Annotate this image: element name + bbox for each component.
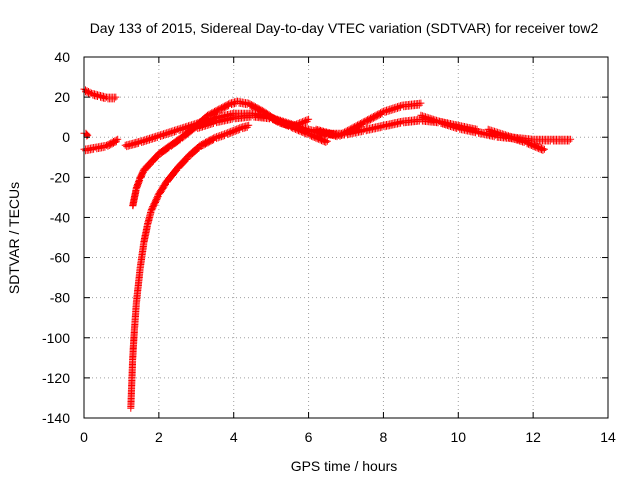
y-tick-label: -80	[50, 290, 70, 306]
y-tick-label: 20	[54, 89, 70, 105]
series-track-2	[80, 129, 92, 140]
x-tick-label: 4	[230, 429, 238, 445]
y-tick-label: 0	[62, 129, 70, 145]
series-track-6	[127, 121, 253, 412]
x-axis-label: GPS time / hours	[291, 458, 398, 474]
x-tick-label: 12	[525, 429, 541, 445]
series-track-10	[484, 125, 548, 154]
axis-ticks: 0 2 4 6 8 10 12 14 -140 -120 -100 -80 -60 -40 -20 0 20 40	[42, 49, 616, 445]
y-tick-label: -120	[42, 370, 70, 386]
data-points	[80, 85, 575, 412]
data-point-markers	[80, 85, 120, 103]
x-tick-label: 8	[380, 429, 388, 445]
x-tick-label: 0	[80, 429, 88, 445]
y-tick-label: -100	[42, 330, 70, 346]
grid-lines	[84, 57, 608, 418]
series-track-9	[417, 111, 575, 145]
plot-frame	[83, 56, 609, 419]
y-tick-label: -40	[50, 209, 70, 225]
y-axis-label: SDTVAR / TECUs	[6, 182, 22, 294]
y-tick-label: -60	[50, 250, 70, 266]
series-track-1	[80, 85, 120, 103]
series-track-8	[312, 99, 425, 141]
data-point-markers	[80, 129, 92, 140]
data-point-markers	[417, 111, 575, 145]
x-tick-label: 2	[155, 429, 163, 445]
x-tick-label: 14	[600, 429, 616, 445]
chart-title: Day 133 of 2015, Sidereal Day-to-day VTE…	[90, 20, 599, 36]
data-point-markers	[127, 121, 253, 412]
data-point-markers	[312, 99, 425, 141]
y-tick-label: 40	[54, 49, 70, 65]
data-point-markers	[484, 125, 548, 154]
y-tick-label: -20	[50, 169, 70, 185]
y-tick-label: -140	[42, 410, 70, 426]
x-tick-label: 6	[305, 429, 313, 445]
x-tick-label: 10	[450, 429, 466, 445]
